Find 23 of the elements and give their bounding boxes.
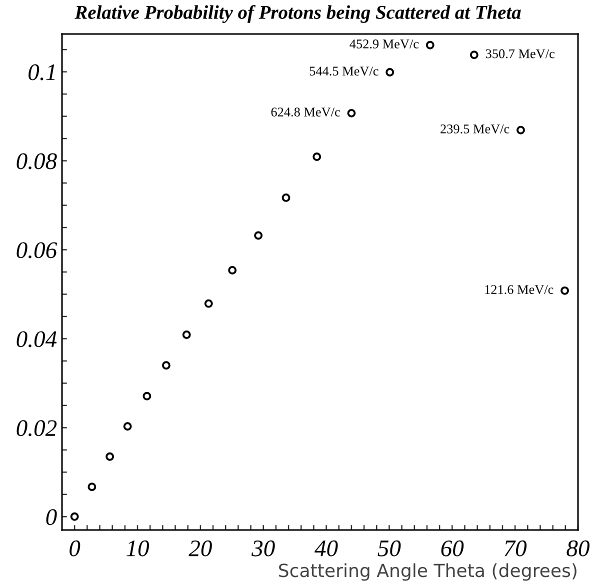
annotation: 350.7 MeV/c	[486, 49, 554, 58]
x-tick-label: 70	[504, 540, 527, 556]
chart-title: Relative Probability of Protons being Scattered at Theta	[74, 5, 521, 23]
x-tick-label: 80	[566, 540, 590, 556]
annotation: 544.5 MeV/c	[310, 66, 378, 76]
x-tick-label: 10	[126, 540, 150, 556]
y-tick-label: 0.08	[16, 153, 57, 170]
annotation: 239.5 MeV/c	[440, 124, 510, 134]
x-tick-label: 30	[252, 540, 275, 556]
x-tick-label: 60	[441, 540, 464, 556]
y-tick-label: 0.02	[16, 420, 57, 436]
annotation: 624.8 MeV/c	[271, 108, 340, 117]
x-tick-label: 50	[378, 540, 401, 556]
x-tick-label: 20	[188, 540, 212, 556]
annotation: 452.9 MeV/c	[350, 40, 419, 48]
annotation: 121.6 MeV/c	[485, 285, 554, 294]
y-tick-label: 0.04	[16, 331, 57, 348]
y-tick-label: 0	[46, 509, 57, 526]
y-tick-label: 0.1	[28, 64, 55, 80]
x-axis-title: Scattering Angle Theta (degrees)	[279, 563, 576, 581]
x-tick-label: 0	[70, 540, 80, 556]
y-tick-label: 0.06	[16, 242, 58, 258]
x-tick-label: 40	[314, 540, 338, 556]
